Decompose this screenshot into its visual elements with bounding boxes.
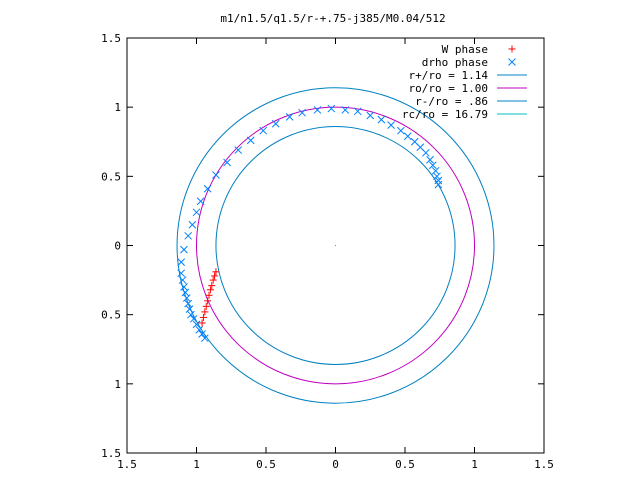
w-phase-point [211,272,219,280]
w-phase-point [204,297,212,305]
drho-phase-point [271,119,280,128]
w-phase-point [198,319,206,327]
x-tick-label: 1 [471,458,478,471]
w-phase-point [208,282,216,290]
legend-sample [508,58,516,66]
drho-phase-point [313,106,322,114]
drho-phase-point [341,106,350,114]
drho-phase-point [200,334,209,343]
circle-line [215,126,456,365]
drho-phase-point [178,276,187,284]
w-phase-point [202,302,210,310]
drho-phase-point [177,258,186,266]
legend-label: r+/ro = 1.14 [409,69,489,82]
w-phase-point [212,268,220,276]
x-tick-label: 1.5 [534,458,554,471]
y-tick-label: 0 [114,240,121,253]
drho-phase-point [327,104,336,113]
y-tick-label: 1.5 [101,447,121,460]
y-tick-label: 0.5 [101,170,121,183]
chart-title: m1/n1.5/q1.5/r-+.75-j385/M0.04/512 [220,12,445,25]
x-tick-label: 0.5 [395,458,415,471]
drho-phase-point [188,220,197,229]
drho-phase-point [246,136,255,145]
drho-phase-point [285,112,294,121]
drho-phase-point [433,172,441,181]
drho-phase-point [259,126,268,135]
w-phase-point [201,308,209,316]
axis-ticks: 1.5 1 0.5 0 0.5 1 1.51.510.500.511.5 [101,32,554,471]
drho-phase-point [184,231,193,240]
x-tick-label: 1.5 [117,458,137,471]
w-phase-point [199,313,207,321]
drho-phase-point [203,184,212,193]
drho-phase-point [234,146,243,154]
drho-phase-point [377,115,386,124]
reference-circles [176,87,495,404]
w-phase-point [206,286,214,294]
y-tick-label: 0.5 [101,309,121,322]
w-phase-point [209,276,217,284]
drho-phase-point [184,299,193,308]
x-tick-label: 1 [193,458,200,471]
legend-sample [508,45,516,53]
drho-phase-point [366,111,375,120]
drho-phase-point [195,326,204,334]
drho-phase-point [196,197,205,206]
legend-label: rc/ro = 16.79 [402,108,488,121]
drho-phase-point [212,171,220,179]
drho-phase-point [189,314,198,323]
drho-phase-point [387,121,395,130]
drho-phase-point [180,283,188,291]
drho-phase-point [192,208,201,217]
legend-label: drho phase [422,56,488,69]
legend-label: r-/ro = .86 [415,95,488,108]
legend-label: ro/ro = 1.00 [409,82,488,95]
drho-phase-point [426,155,434,164]
phase-points [177,104,443,343]
y-tick-label: 1 [114,101,121,114]
w-phase-point [205,291,213,299]
circle-line [176,87,495,404]
drho-phase-point [223,158,231,167]
y-tick-label: 1 [114,378,121,391]
drho-phase-point [198,330,206,338]
x-tick-label: 0.5 [256,458,276,471]
drho-phase-point [180,245,188,254]
circle-line [196,106,475,385]
drho-phase-point [396,126,405,135]
drho-phase-point [403,132,412,141]
drho-phase-point [298,108,306,117]
drho-phase-point [177,269,186,278]
origin-dot [334,244,337,247]
x-tick-label: 0 [332,458,339,471]
y-tick-label: 1.5 [101,32,121,45]
drho-phase-point [434,180,443,189]
legend-label: W phase [442,43,488,56]
drho-phase-point [192,320,201,329]
drho-phase-point [428,161,437,170]
drho-phase-point [353,107,362,116]
drho-phase-point [421,148,430,157]
